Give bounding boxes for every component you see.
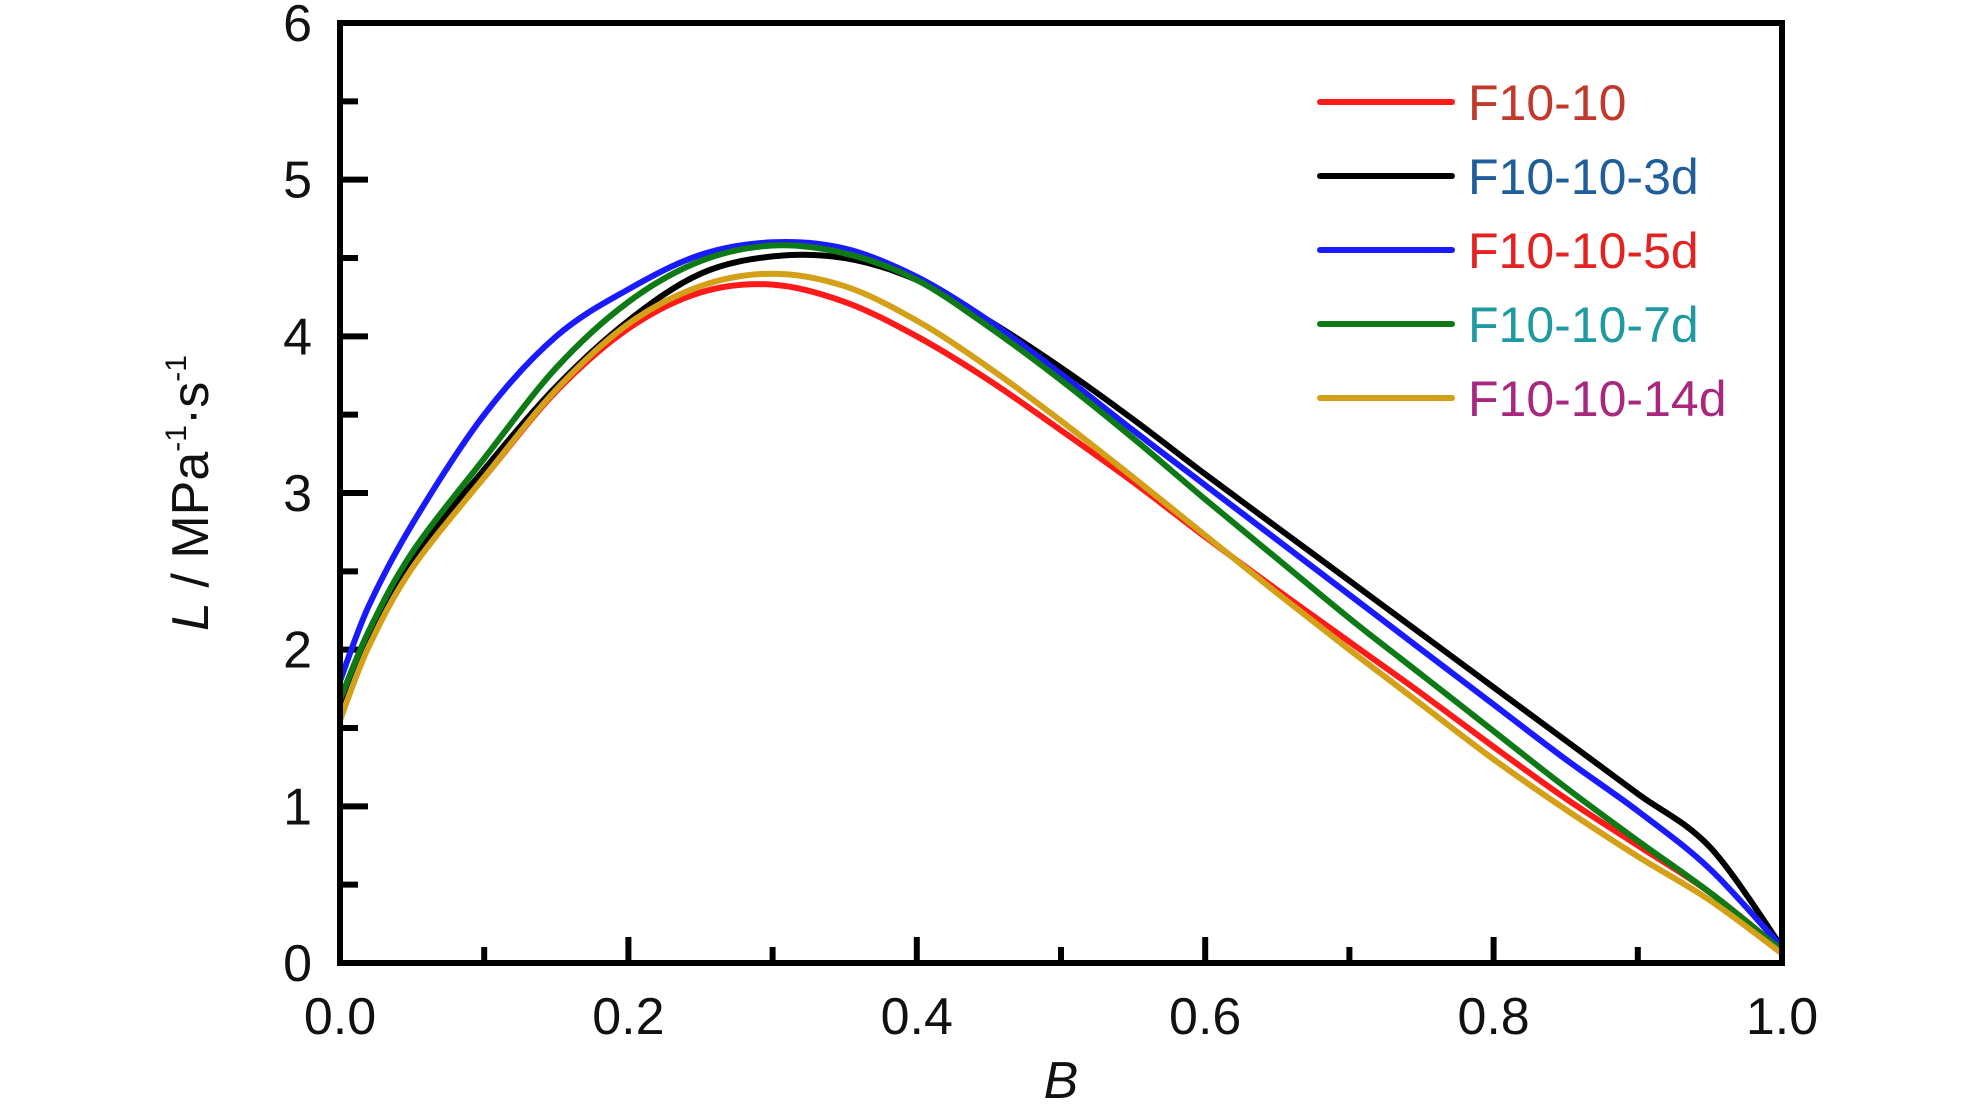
x-tick-label: 0.4 xyxy=(881,988,953,1046)
x-tick-label: 0.8 xyxy=(1457,988,1529,1046)
y-axis-label-main: L xyxy=(162,602,220,631)
legend-label-f10-10-5d: F10-10-5d xyxy=(1468,223,1699,279)
y-axis-label: L / MPa-1·s-1 xyxy=(160,355,220,631)
series-line-f10-10-14d xyxy=(337,270,1785,957)
legend-label-f10-10: F10-10 xyxy=(1468,75,1626,131)
legend-label-f10-10-7d: F10-10-7d xyxy=(1468,297,1699,353)
y-axis-label-sup2: -1 xyxy=(160,355,193,382)
legend-label-f10-10-3d: F10-10-3d xyxy=(1468,149,1699,205)
y-axis-label-unit: / MPa xyxy=(162,452,220,602)
x-tick-label: 1.0 xyxy=(1746,988,1818,1046)
series-lines xyxy=(337,239,1785,957)
x-tick-label: 0.2 xyxy=(592,988,664,1046)
y-tick-label: 4 xyxy=(283,308,312,366)
y-tick-label: 5 xyxy=(283,152,312,210)
series-line-f10-10-7d xyxy=(337,242,1785,954)
y-axis-label-mid: ·s xyxy=(162,382,220,425)
x-tick-label: 0.6 xyxy=(1169,988,1241,1046)
y-tick-label: 1 xyxy=(283,778,312,836)
series-line-f10-10-3d xyxy=(337,251,1785,951)
legend: F10-10 F10-10-3d F10-10-5d F10-10-7d F10-10-… xyxy=(1317,75,1727,427)
series-line-f10-10-5d xyxy=(337,239,1785,951)
y-tick-label: 0 xyxy=(283,935,312,993)
legend-label-f10-10-14d: F10-10-14d xyxy=(1468,371,1727,427)
y-tick-label: 3 xyxy=(283,465,312,523)
y-tick-label: 6 xyxy=(283,0,312,53)
y-axis-label-sup1: -1 xyxy=(160,425,193,452)
y-axis-ticks: 0 1 2 3 4 5 6 xyxy=(283,0,368,993)
x-axis-ticks: 0.0 0.2 0.4 0.6 0.8 1.0 xyxy=(304,937,1818,1046)
x-axis-label: B xyxy=(1044,1052,1079,1110)
x-tick-label: 0.0 xyxy=(304,988,376,1046)
plot-frame xyxy=(337,20,1785,966)
y-tick-label: 2 xyxy=(283,622,312,680)
